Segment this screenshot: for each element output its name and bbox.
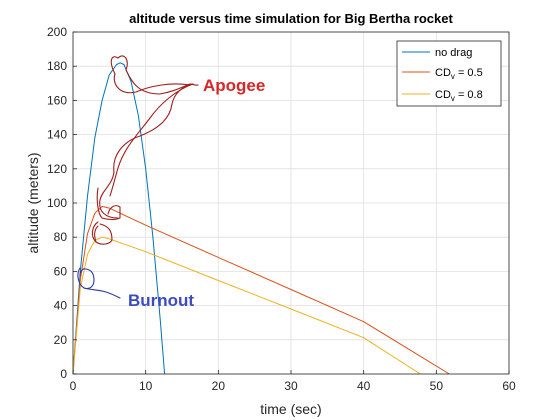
x-tick-label: 20 xyxy=(212,379,226,393)
chart-title: altitude versus time simulation for Big … xyxy=(129,11,453,26)
y-tick-label: 120 xyxy=(47,162,67,176)
pen-scribble-6 xyxy=(94,225,99,243)
pen-scribble-5 xyxy=(91,221,113,245)
series-line-1 xyxy=(73,205,450,374)
legend: no drag CDv = 0.5 CDv = 0.8 xyxy=(396,40,502,107)
series-layer xyxy=(73,62,450,374)
pen-scribble-1 xyxy=(113,73,191,94)
y-tick-label: 200 xyxy=(47,25,67,39)
y-tick-label: 100 xyxy=(47,196,67,210)
y-tick-label: 0 xyxy=(60,367,67,381)
series-line-2 xyxy=(73,236,421,374)
x-tick-label: 60 xyxy=(502,379,516,393)
legend-label-subscript: v xyxy=(451,94,455,103)
legend-label-cdv-0-5: CDv = 0.5 xyxy=(435,67,483,81)
legend-label-no-drag: no drag xyxy=(435,47,472,59)
y-axis-label: altitude (meters) xyxy=(25,152,41,253)
legend-label-subscript: v xyxy=(451,72,455,81)
y-tick-label: 60 xyxy=(54,264,68,278)
axis-ticks: 0 10 20 30 40 50 60 0 20 40 60 80 100 120 140 160 180 200 xyxy=(47,25,516,393)
pen-scribble-7 xyxy=(77,267,95,290)
burnout-annotation: Burnout xyxy=(128,291,194,310)
y-tick-label: 20 xyxy=(54,333,68,347)
pen-scribble-3 xyxy=(109,83,194,197)
pen-scribble-2 xyxy=(99,83,194,219)
y-tick-label: 140 xyxy=(47,128,67,142)
y-tick-label: 80 xyxy=(54,230,68,244)
y-tick-label: 160 xyxy=(47,93,67,107)
x-tick-label: 10 xyxy=(139,379,153,393)
legend-label-value: = 0.8 xyxy=(455,89,483,101)
x-tick-label: 30 xyxy=(284,379,298,393)
x-tick-label: 40 xyxy=(357,379,371,393)
legend-label-cdv-0-8: CDv = 0.8 xyxy=(435,89,483,103)
hand-drawn-markings xyxy=(77,55,199,299)
pen-scribble-8 xyxy=(83,287,121,299)
x-tick-label: 50 xyxy=(430,379,444,393)
legend-label-value: = 0.5 xyxy=(455,67,483,79)
x-axis-label: time (sec) xyxy=(260,401,321,417)
y-tick-label: 40 xyxy=(54,299,68,313)
x-tick-label: 0 xyxy=(70,379,77,393)
series-line-0 xyxy=(73,62,166,374)
apogee-annotation: Apogee xyxy=(203,76,265,95)
y-tick-label: 180 xyxy=(47,59,67,73)
legend-label-cd: CD xyxy=(435,67,451,79)
pen-scribble-4 xyxy=(96,187,121,221)
legend-label-cd: CD xyxy=(435,89,451,101)
